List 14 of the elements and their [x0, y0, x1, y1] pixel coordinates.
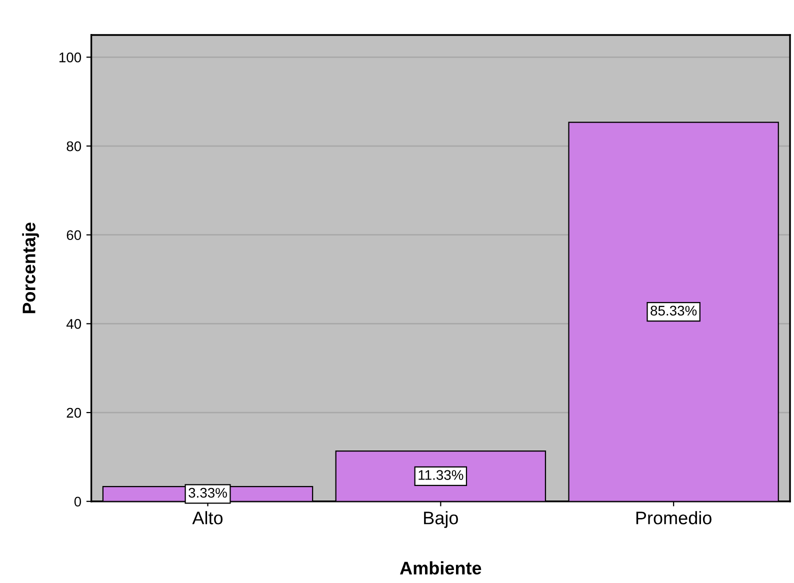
x-tick-label: Alto	[192, 511, 223, 524]
y-tick-label: 0	[74, 496, 82, 507]
data-label: 85.33%	[650, 306, 697, 316]
x-tick-label: Promedio	[636, 511, 712, 524]
y-tick-label: 100	[59, 52, 82, 62]
y-tick-label: 20	[66, 408, 82, 418]
y-tick-label: 80	[66, 141, 82, 152]
y-tick-label: 60	[66, 230, 82, 240]
x-axis-title: Ambiente	[400, 561, 482, 575]
x-tick-label: Bajo	[424, 511, 458, 528]
data-label: 11.33%	[418, 470, 464, 480]
data-label: 3.33%	[188, 488, 227, 498]
y-axis-title: Porcentaje	[22, 222, 39, 314]
y-tick-label: 40	[66, 319, 82, 329]
